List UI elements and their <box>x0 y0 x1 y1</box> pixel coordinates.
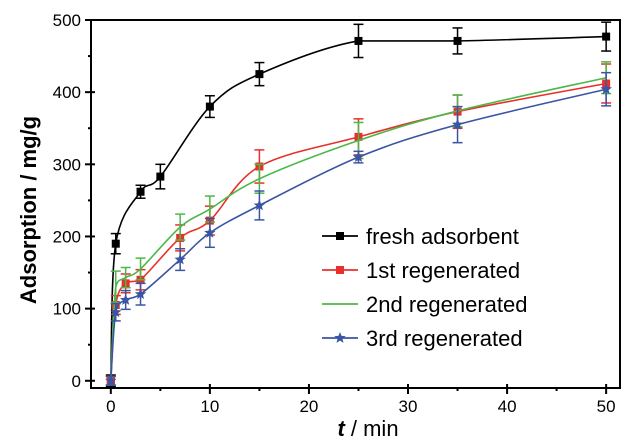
data-point <box>354 36 363 45</box>
x-tick-label: 0 <box>106 397 115 416</box>
data-point <box>253 199 266 211</box>
data-point <box>119 293 132 305</box>
legend-item-2: 1st regenerated <box>322 258 520 283</box>
y-tick-label: 500 <box>53 11 81 30</box>
legend: fresh adsorbent 1st regenerated 2nd regene… <box>322 224 527 351</box>
legend-marker <box>336 232 344 240</box>
y-tick-label: 100 <box>53 300 81 319</box>
plot-frame <box>90 19 621 389</box>
data-point <box>174 253 186 265</box>
y-tick-label: 400 <box>53 83 81 102</box>
x-tick-label: 20 <box>299 397 318 416</box>
data-point <box>451 118 464 130</box>
x-axis-title-unit: / min <box>345 416 399 441</box>
x-tick-label: 30 <box>399 397 418 416</box>
data-point <box>453 36 462 45</box>
y-tick-label: 0 <box>72 372 81 391</box>
legend-label: fresh adsorbent <box>366 224 519 249</box>
data-point <box>205 102 214 111</box>
y-tick-label: 300 <box>53 155 81 174</box>
legend-item-4: 3rd regenerated <box>322 326 523 351</box>
x-tick-label: 40 <box>498 397 517 416</box>
data-point <box>111 239 120 248</box>
data-point <box>204 226 216 238</box>
data-point <box>600 83 612 95</box>
legend-item-1: fresh adsorbent <box>322 224 519 249</box>
legend-item-3: 2nd regenerated <box>322 292 527 317</box>
data-point <box>352 151 365 162</box>
data-point <box>136 187 145 196</box>
legend-label: 2nd regenerated <box>366 292 527 317</box>
y-tick-label: 200 <box>53 227 81 246</box>
legend-label: 1st regenerated <box>366 258 520 283</box>
x-tick-label: 10 <box>200 397 219 416</box>
data-point <box>255 70 264 79</box>
axes: 0 100 200 300 400 500 0 10 20 30 40 50 <box>53 11 621 416</box>
data-point <box>156 172 165 181</box>
legend-marker <box>336 266 344 274</box>
data-point <box>110 306 122 318</box>
legend-marker <box>334 332 346 343</box>
x-axis-title-variable: t <box>337 416 346 441</box>
data-point <box>602 32 611 41</box>
x-axis-title: t / min <box>337 416 398 441</box>
data-point <box>105 374 117 386</box>
x-tick-label: 50 <box>597 397 616 416</box>
y-axis-title: Adsorption / mg/g <box>16 116 41 304</box>
series-layer <box>105 21 612 388</box>
series-4 <box>105 71 612 386</box>
data-point <box>134 288 147 300</box>
legend-label: 3rd regenerated <box>366 326 523 351</box>
